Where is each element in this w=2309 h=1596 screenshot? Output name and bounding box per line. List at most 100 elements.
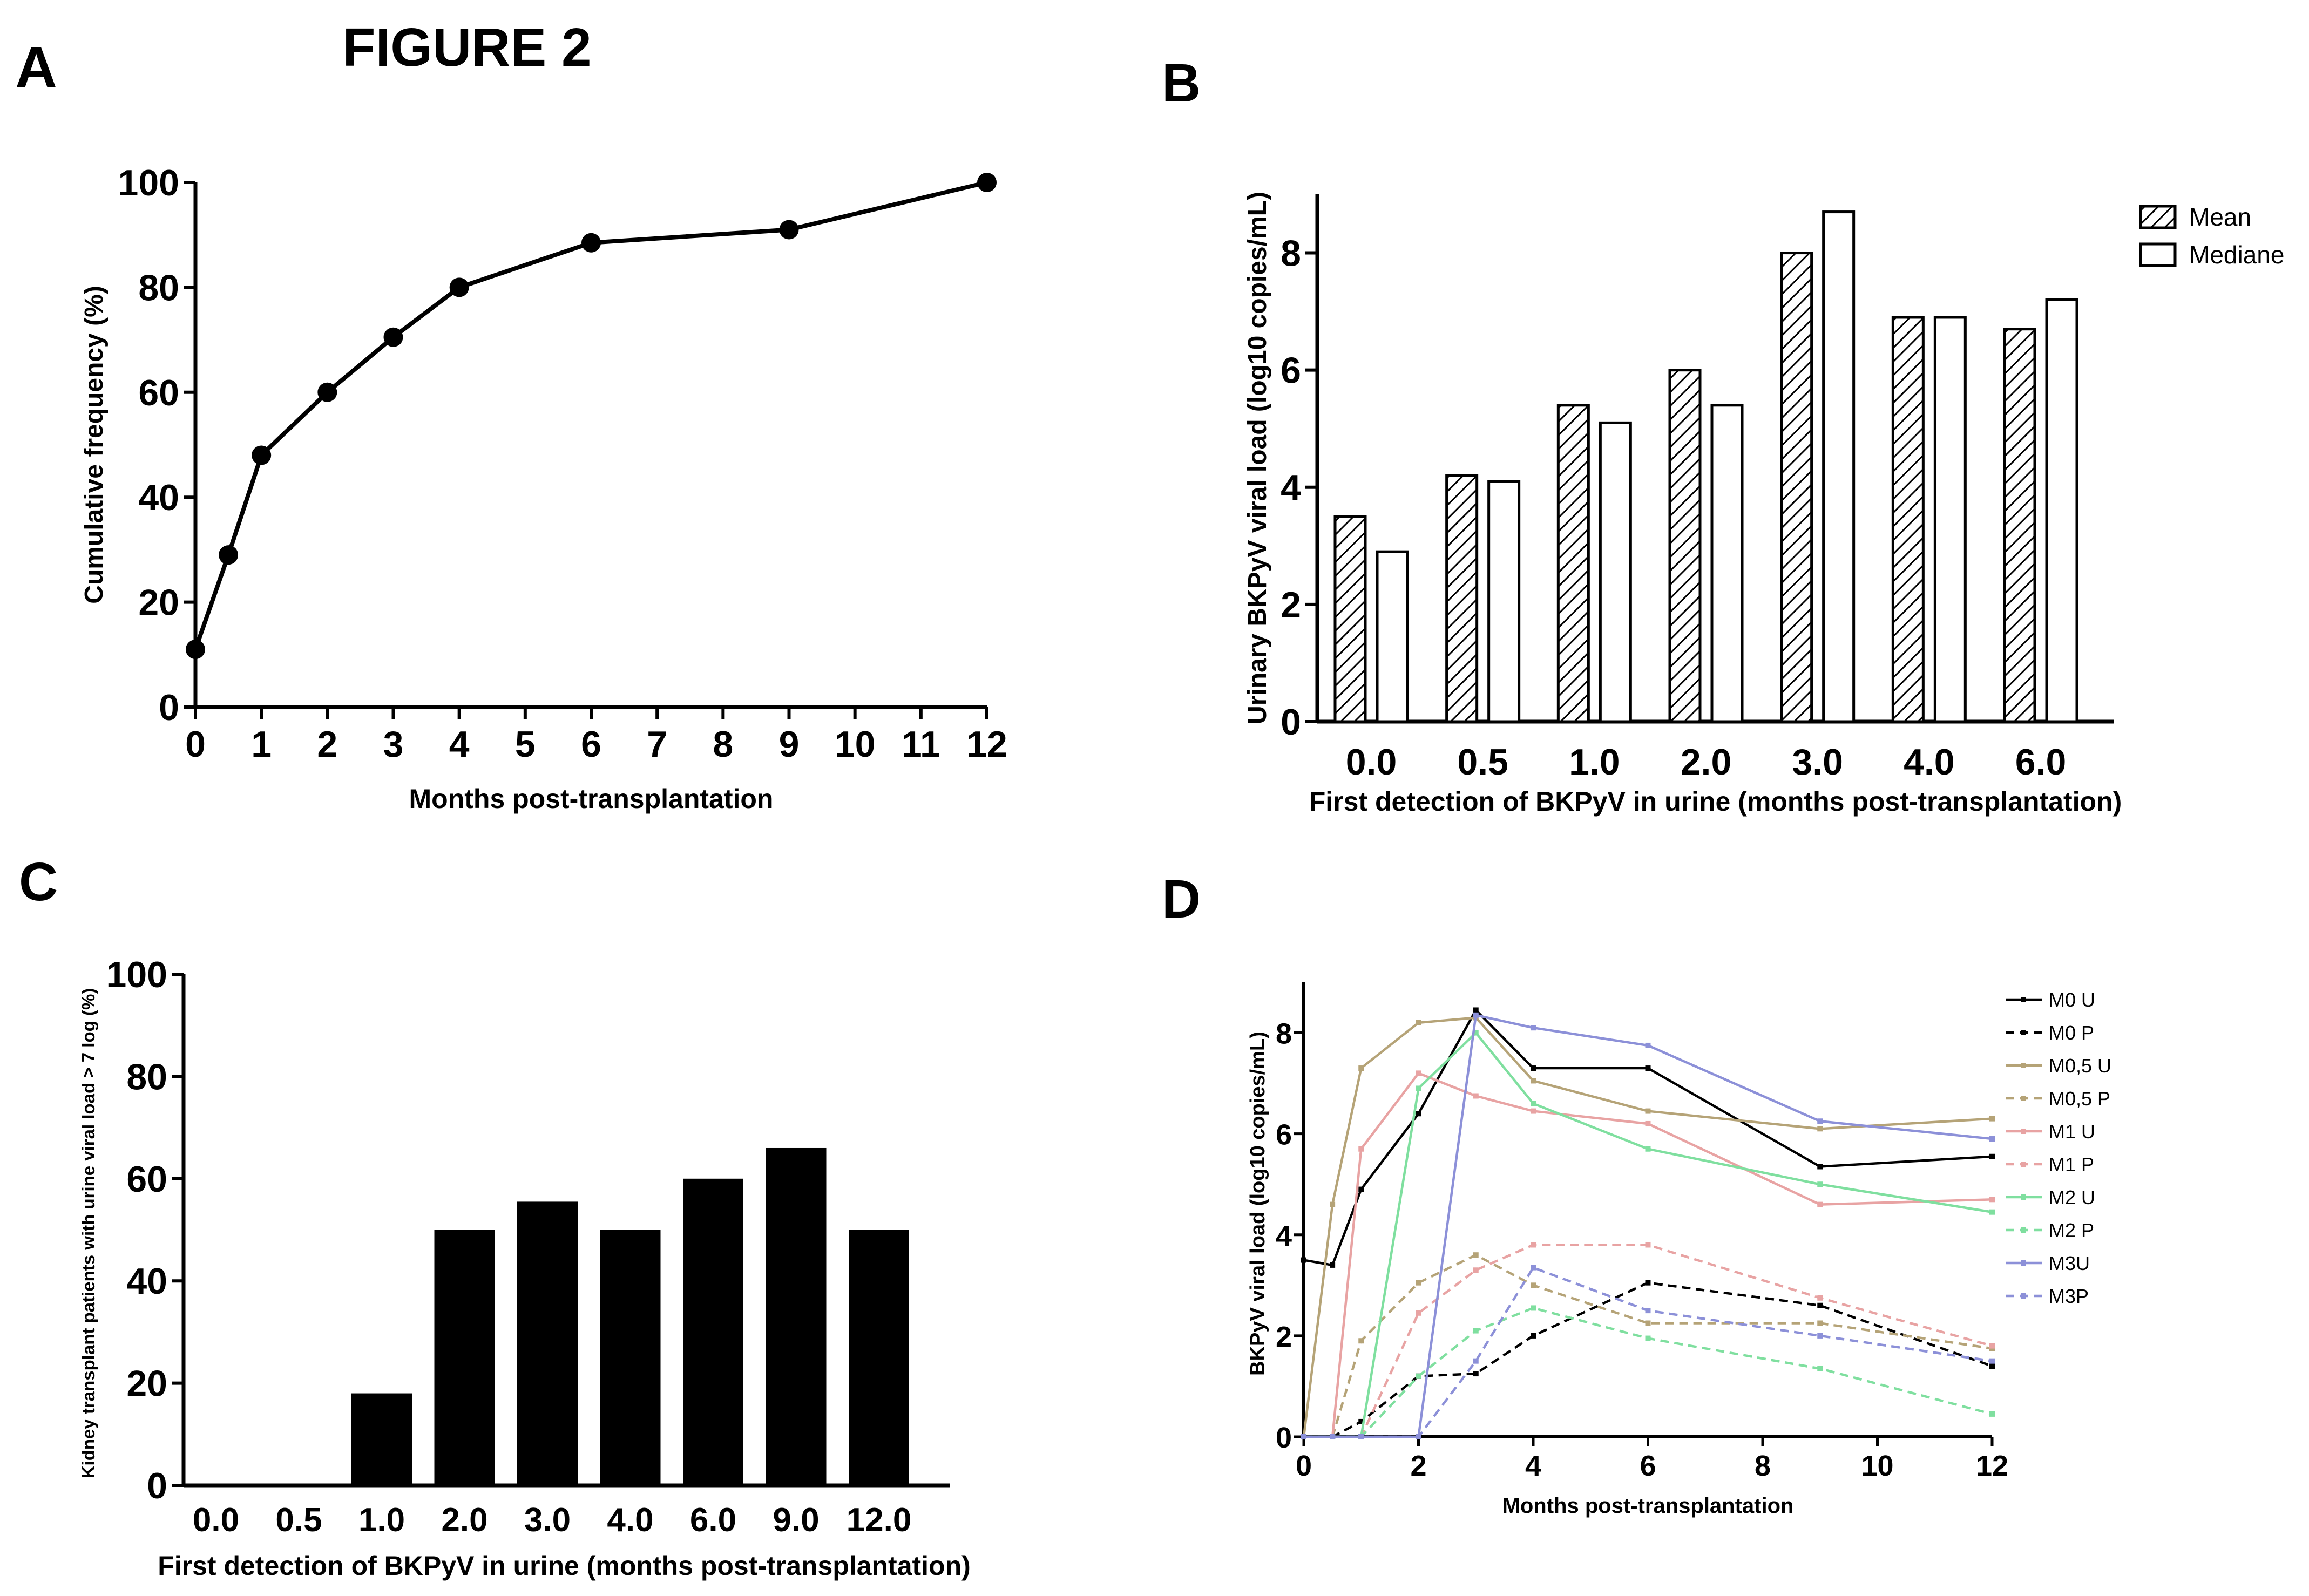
data-point-m1-p <box>1817 1295 1823 1301</box>
x-tick-label: 10 <box>1861 1450 1893 1482</box>
data-point-m3u <box>1645 1042 1651 1048</box>
panel-label-c: C <box>19 852 58 912</box>
x-tick-label: 4 <box>1525 1450 1541 1482</box>
bar-mean <box>1668 369 1702 723</box>
x-tick-label: 12.0 <box>847 1502 912 1539</box>
y-axis-label: Urinary BKPyV viral load (log10 copies/m… <box>1243 192 1272 724</box>
y-tick-label: 2 <box>1276 1321 1292 1353</box>
data-point-m0-5-u <box>1989 1116 1995 1122</box>
series-line-m3u <box>1304 1014 1993 1438</box>
bar <box>683 1178 743 1485</box>
bar-mean <box>1333 515 1367 723</box>
y-tick-label: 8 <box>1281 233 1301 274</box>
x-axis-label: Months post-transplantation <box>1502 1494 1794 1518</box>
data-point <box>449 277 469 297</box>
x-tick-label: 2.0 <box>441 1502 487 1539</box>
y-tick-label: 100 <box>106 954 167 995</box>
y-tick-label: 6 <box>1276 1119 1292 1151</box>
data-point-m2-u <box>1989 1209 1995 1215</box>
legend-marker <box>2021 1030 2026 1035</box>
bar-mean <box>1891 316 1925 723</box>
panel-label-d: D <box>1162 869 1201 929</box>
data-point-m3p <box>1301 1434 1306 1439</box>
legend-label: M0 P <box>2049 1022 2094 1044</box>
data-point-m1-u <box>1817 1201 1823 1207</box>
legend-marker <box>2021 1063 2026 1068</box>
x-tick-label: 2.0 <box>1681 742 1732 783</box>
y-axis-label: Cumulative frequency (%) <box>80 286 109 603</box>
bar <box>849 1230 909 1485</box>
data-point-m1-u <box>1531 1108 1536 1114</box>
y-tick-label: 40 <box>138 477 179 518</box>
bar-mean <box>1445 474 1479 723</box>
panel-d-chart: 0 2 4 6 8 0 2 4 6 8 10 12 M0 U M0 P M0,5 U M0,5 P M1 U M1… <box>1247 982 2111 1518</box>
legend-swatch <box>2139 242 2177 267</box>
x-tick-label: 0 <box>185 724 206 765</box>
y-tick-label: 80 <box>126 1056 167 1097</box>
data-point-m0-u <box>1301 1257 1306 1263</box>
x-tick-label: 0.5 <box>275 1502 322 1539</box>
x-tick-label: 11 <box>902 724 940 765</box>
x-tick-label: 2 <box>1410 1450 1426 1482</box>
data-point-m0-5-u <box>1416 1020 1421 1025</box>
data-point-m0-5-u <box>1330 1201 1336 1207</box>
data-point-m2-p <box>1416 1373 1421 1379</box>
data-point-m0-p <box>1645 1280 1651 1286</box>
x-tick-label: 8 <box>1755 1450 1771 1482</box>
bar-mediane <box>1376 550 1409 723</box>
x-tick-label: 1 <box>251 724 272 765</box>
data-point-m1-p <box>1416 1310 1421 1316</box>
x-tick-label: 6.0 <box>690 1502 736 1539</box>
bar-mediane <box>1710 404 1744 723</box>
series-line-m2-p <box>1304 1307 1993 1438</box>
series-line-m3p <box>1304 1266 1993 1438</box>
legend-marker <box>2021 1194 2026 1200</box>
data-point <box>219 545 239 565</box>
y-tick-label: 60 <box>138 372 179 413</box>
data-point-m2-p <box>1531 1305 1536 1311</box>
panel-b-chart: 0 2 4 6 8 0.0 0.5 1.0 2.0 3.0 4.0 6.0 Mean Mediane Fir… <box>1243 192 2284 817</box>
data-point-m0-5-u <box>1817 1126 1823 1132</box>
y-tick-label: 2 <box>1281 585 1301 626</box>
bar-mean <box>1556 404 1590 723</box>
series-line-m2-u <box>1304 1031 1993 1438</box>
y-tick-label: 0 <box>1281 702 1301 743</box>
data-point-m0-u <box>1531 1065 1536 1071</box>
x-tick-label: 12 <box>966 724 1007 765</box>
data-point <box>252 445 272 465</box>
legend-marker <box>2021 1293 2026 1299</box>
legend-label: M1 P <box>2049 1153 2094 1176</box>
x-tick-label: 0.0 <box>1346 742 1397 783</box>
legend-label: M2 P <box>2049 1219 2094 1241</box>
legend-label: M0,5 P <box>2049 1088 2110 1110</box>
y-tick-label: 20 <box>138 582 179 623</box>
x-tick-label: 9.0 <box>773 1502 819 1539</box>
x-tick-label: 3.0 <box>524 1502 571 1539</box>
legend-label: Mediane <box>2189 241 2284 269</box>
x-tick-label: 0 <box>1296 1450 1312 1482</box>
x-tick-label: 6 <box>581 724 601 765</box>
y-tick-label: 80 <box>138 267 179 308</box>
data-point-m3p <box>1416 1434 1421 1439</box>
data-point-m3u <box>1473 1012 1479 1018</box>
x-axis-label: Months post-transplantation <box>409 784 774 814</box>
data-point-m0-5-u <box>1531 1078 1536 1084</box>
data-point-m1-u <box>1358 1146 1364 1152</box>
legend-marker <box>2021 1260 2026 1266</box>
data-point-m0-5-u <box>1645 1108 1651 1114</box>
x-tick-label: 12 <box>1976 1450 2008 1482</box>
legend-label: M3P <box>2049 1285 2089 1307</box>
y-tick-label: 0 <box>159 687 179 728</box>
series-line-m0-5-u <box>1302 1016 1993 1437</box>
x-tick-label: 3.0 <box>1792 742 1843 783</box>
x-tick-label: 6 <box>1640 1450 1656 1482</box>
bar <box>766 1147 827 1485</box>
x-tick-label: 7 <box>647 724 667 765</box>
y-tick-label: 6 <box>1281 350 1301 391</box>
legend-marker <box>2021 1227 2026 1233</box>
data-point-m3p <box>1989 1358 1995 1364</box>
series-line-m0-u <box>1303 1009 1993 1267</box>
y-axis-label: Kidney transplant patients with urine vi… <box>78 988 98 1479</box>
bar-mean <box>2003 328 2036 723</box>
series-line-m0-p <box>1304 1281 1993 1438</box>
